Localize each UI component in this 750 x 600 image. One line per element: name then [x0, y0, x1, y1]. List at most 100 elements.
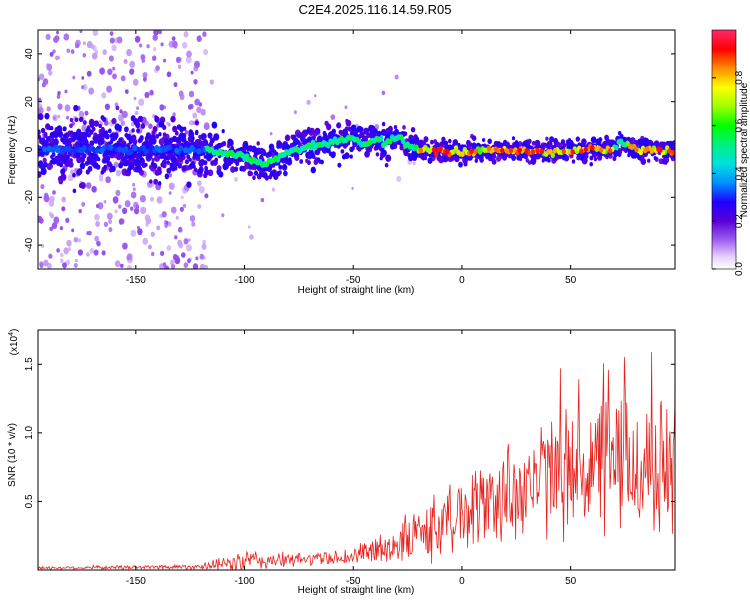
heatmap-cell [330, 114, 336, 120]
heatmap-cell [101, 250, 106, 256]
heatmap-cell [308, 148, 314, 156]
heatmap-cell [43, 140, 49, 147]
heatmap-cell [185, 56, 192, 64]
heatmap-cell [42, 146, 47, 153]
heatmap-cell [139, 157, 145, 163]
snr-frame [37, 329, 676, 571]
heatmap-cell [119, 109, 123, 114]
heatmap-cell [60, 173, 67, 181]
heatmap-cell [72, 188, 77, 194]
heatmap-cell [81, 202, 86, 207]
heatmap-cell [149, 89, 154, 96]
heatmap-cell [43, 131, 48, 137]
heatmap-cell [52, 49, 56, 54]
heatmap-cell [379, 156, 383, 161]
heatmap-cell [114, 209, 118, 214]
heatmap-cell [112, 196, 119, 204]
heatmap-cell [314, 94, 317, 98]
heatmap-cell [109, 139, 114, 144]
heatmap-cell [127, 149, 133, 155]
heatmap-cell [118, 204, 122, 209]
heatmap-cell [137, 228, 143, 236]
heatmap-cell [218, 148, 224, 155]
heatmap-cell [436, 146, 441, 153]
heatmap-cell [154, 154, 161, 162]
heatmap-cell [384, 163, 389, 168]
heatmap-cell [276, 143, 281, 149]
heatmap-cell [50, 213, 55, 219]
heatmap-cell [96, 204, 100, 208]
heatmap-cell [187, 238, 191, 242]
heatmap-x-ticks: -150 -100 -50 0 50 [126, 30, 577, 286]
heatmap-cell [535, 147, 540, 154]
heatmap-cell [239, 157, 243, 162]
heatmap-cell [55, 55, 59, 61]
heatmap-cell [593, 157, 598, 162]
heatmap-cell [79, 162, 86, 170]
heatmap-cell [348, 134, 353, 141]
heatmap-cell [91, 52, 98, 60]
heatmap-cell [138, 98, 145, 106]
heatmap-cell [134, 166, 140, 173]
heatmap-cell [312, 144, 318, 151]
heatmap-cell [158, 30, 162, 35]
heatmap-cell [202, 31, 207, 37]
heatmap-cell [83, 154, 87, 159]
heatmap-cell [634, 146, 639, 153]
heatmap-cell [607, 148, 613, 154]
heatmap-cell [81, 144, 87, 151]
heatmap-cell [103, 164, 107, 170]
heatmap-cell [200, 133, 206, 140]
heatmap-cell [111, 44, 117, 52]
heatmap-cell [166, 160, 171, 166]
x-tick-label: -50 [346, 576, 361, 587]
y-tick-label: 1.5 [24, 357, 35, 371]
heatmap-cell [170, 155, 177, 163]
heatmap-cell [103, 221, 108, 227]
heatmap-cell [168, 173, 172, 178]
heatmap-cell [394, 74, 399, 80]
heatmap-cell [160, 42, 164, 47]
heatmap-cell [155, 134, 160, 139]
heatmap-cell [192, 112, 198, 119]
heatmap-cell [233, 153, 239, 160]
heatmap-cell [368, 131, 374, 138]
heatmap-cell [136, 106, 140, 110]
heatmap-cell [511, 154, 516, 161]
heatmap-cell [66, 48, 71, 53]
heatmap-cell [183, 147, 188, 154]
heatmap-cell [62, 262, 67, 269]
snr-x-axis-label: Height of straight line (km) [298, 585, 415, 596]
heatmap-cell [112, 66, 116, 71]
heatmap-cell [73, 263, 78, 268]
heatmap-cell [85, 169, 90, 175]
heatmap-cell [214, 157, 218, 162]
heatmap-cell [213, 133, 220, 141]
heatmap-cell [150, 161, 155, 167]
heatmap-cell [500, 147, 505, 154]
colorbar-tick-label: 0.4 [734, 166, 745, 180]
heatmap-cell [86, 252, 90, 257]
heatmap-cell [299, 159, 304, 164]
heatmap-cell [196, 106, 202, 114]
heatmap-cell [40, 184, 45, 190]
heatmap-cell [49, 51, 54, 57]
heatmap-cell [40, 127, 46, 134]
heatmap-y-axis-label: Frequency (Hz) [7, 116, 18, 185]
heatmap-cell [109, 37, 115, 44]
heatmap-cell [94, 213, 100, 221]
heatmap-cell [126, 265, 133, 269]
heatmap-cell [133, 96, 137, 101]
heatmap-cell [165, 220, 169, 225]
heatmap-cell [115, 105, 120, 111]
heatmap-cell [99, 67, 105, 75]
heatmap-cell [137, 115, 144, 123]
heatmap-cell [104, 130, 108, 135]
y-tick-label: 0 [24, 146, 35, 152]
heatmap-cell [343, 137, 349, 144]
heatmap-cell [547, 157, 551, 163]
heatmap-cell [627, 143, 632, 150]
heatmap-cell [61, 196, 66, 203]
heatmap-cell [458, 161, 463, 168]
y-tick-label: 40 [24, 48, 35, 60]
